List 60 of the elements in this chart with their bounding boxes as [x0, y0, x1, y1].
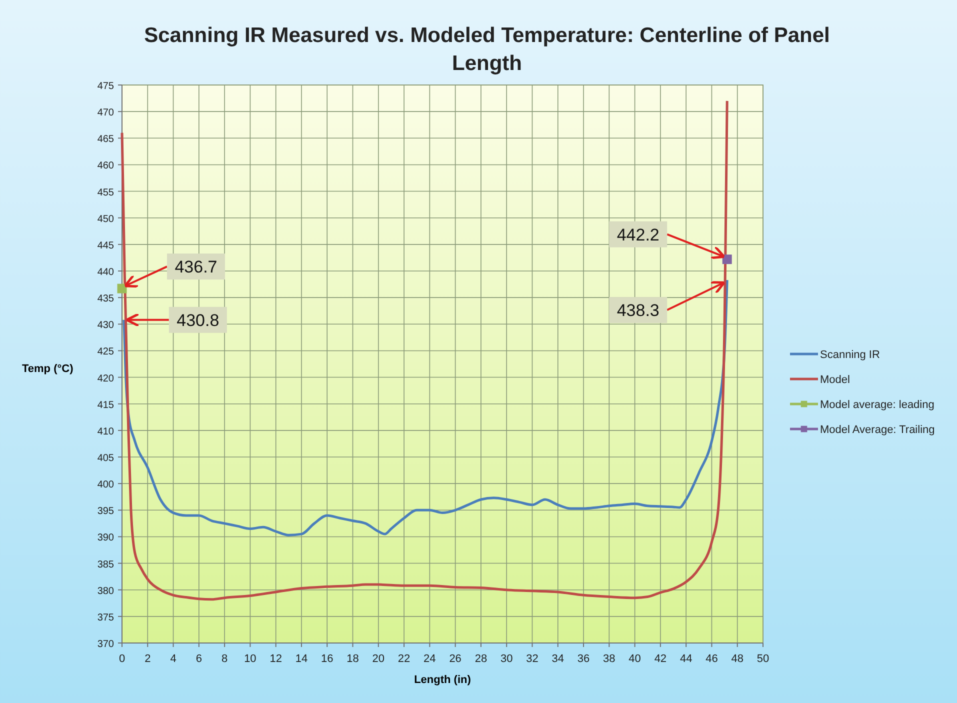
x-tick-label: 34	[552, 653, 564, 665]
chart-title: Scanning IR Measured vs. Modeled Temperature: Centerline of Panel Length	[144, 24, 830, 75]
annotation: 430.8	[176, 310, 220, 330]
y-tick-label: 440	[97, 267, 114, 278]
x-tick-label: 0	[118, 653, 126, 665]
y-axis-title: Temp (°C)	[22, 363, 74, 375]
y-tick-label: 390	[97, 532, 114, 544]
x-tick-label: 22	[398, 653, 410, 665]
x-tick-label: 20	[372, 653, 385, 665]
x-tick-label: 46	[706, 653, 718, 665]
x-tick-label: 50	[756, 653, 770, 665]
x-tick-label: 10	[244, 653, 256, 665]
legend-label: Model	[820, 374, 850, 386]
y-tick-label: 455	[97, 187, 114, 198]
x-tick-label: 36	[577, 653, 590, 665]
y-tick-label: 450	[97, 214, 114, 225]
legend-label: Model average: leading	[820, 399, 934, 411]
y-tick-label: 415	[97, 400, 114, 411]
y-tick-label: 400	[97, 480, 114, 491]
x-tick-label: 4	[170, 653, 176, 665]
legend-label: Scanning IR	[820, 349, 880, 361]
x-tick-label: 42	[654, 653, 667, 665]
x-tick-label: 28	[474, 653, 488, 665]
y-tick-label: 435	[97, 294, 114, 305]
x-tick-label: 24	[424, 653, 436, 665]
x-tick-label: 26	[449, 653, 462, 665]
y-tick-label: 475	[97, 81, 114, 92]
x-tick-label: 30	[500, 653, 513, 665]
y-tick-label: 445	[97, 240, 114, 252]
y-tick-label: 410	[97, 426, 114, 438]
x-tick-label: 8	[221, 653, 228, 665]
annotation: 442.2	[616, 225, 660, 244]
x-tick-label: 6	[196, 653, 202, 665]
x-axis-title: Length (in)	[414, 674, 472, 686]
y-tick-label: 420	[97, 373, 114, 384]
y-tick-label: 460	[97, 160, 114, 172]
line-series	[120, 100, 728, 601]
x-tick-label: 14	[295, 653, 308, 665]
x-tick-label: 40	[628, 653, 641, 665]
y-tick-label: 430	[97, 320, 114, 332]
x-tick-label: 2	[144, 653, 151, 665]
y-tick-label: 380	[97, 586, 114, 597]
x-tick-label: 48	[731, 653, 744, 665]
y-tick-label: 470	[97, 108, 114, 119]
annotation: 438.3	[616, 301, 660, 320]
x-tick-label: 12	[270, 653, 282, 665]
x-tick-label: 16	[320, 653, 334, 665]
y-tick-label: 385	[97, 559, 114, 570]
y-tick-label: 465	[97, 134, 114, 146]
x-tick-label: 18	[346, 653, 359, 665]
y-tick-label: 370	[97, 639, 114, 650]
annotation: 436.7	[174, 258, 218, 277]
y-tick-label: 395	[97, 506, 114, 518]
x-tick-label: 32	[526, 653, 538, 665]
legend-label: Model Average: Trailing	[820, 424, 935, 436]
x-tick-label: 44	[680, 653, 692, 665]
y-tick-label: 405	[97, 453, 114, 464]
x-tick-label: 38	[603, 653, 616, 665]
y-tick-label: 375	[97, 612, 114, 624]
y-tick-label: 425	[97, 346, 114, 358]
